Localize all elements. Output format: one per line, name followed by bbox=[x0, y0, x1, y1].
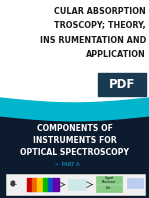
Bar bbox=[98, 73, 146, 96]
Polygon shape bbox=[0, 98, 149, 121]
Text: APPLICATION: APPLICATION bbox=[86, 50, 146, 59]
Bar bbox=[6, 174, 145, 195]
Polygon shape bbox=[0, 0, 48, 87]
Bar bbox=[127, 178, 143, 188]
Text: TROSCOPY; THEORY,: TROSCOPY; THEORY, bbox=[54, 21, 146, 30]
Circle shape bbox=[11, 181, 15, 186]
Text: CULAR ABSORPTION: CULAR ABSORPTION bbox=[54, 7, 146, 16]
Text: »  PART A: » PART A bbox=[55, 162, 80, 167]
Bar bbox=[43, 178, 48, 191]
Text: 1: 1 bbox=[142, 99, 145, 103]
Text: INSTRUMENTS FOR: INSTRUMENTS FOR bbox=[33, 136, 116, 145]
Bar bbox=[96, 185, 122, 192]
Bar bbox=[53, 178, 59, 191]
Text: PDF: PDF bbox=[109, 78, 135, 91]
Bar bbox=[0, 0, 149, 99]
Bar bbox=[27, 178, 32, 191]
Text: Signal
Processor: Signal Processor bbox=[102, 176, 116, 184]
Text: INS RUMENTATION AND: INS RUMENTATION AND bbox=[40, 36, 146, 45]
Bar bbox=[48, 178, 53, 191]
Bar bbox=[0, 116, 149, 198]
Text: COMPONENTS OF: COMPONENTS OF bbox=[37, 124, 112, 133]
Bar bbox=[32, 178, 37, 191]
Bar bbox=[68, 179, 86, 190]
Text: OPTICAL SPECTROSCOPY: OPTICAL SPECTROSCOPY bbox=[20, 148, 129, 157]
Text: Det.: Det. bbox=[106, 186, 112, 190]
Bar bbox=[37, 178, 43, 191]
Bar bbox=[96, 176, 122, 184]
